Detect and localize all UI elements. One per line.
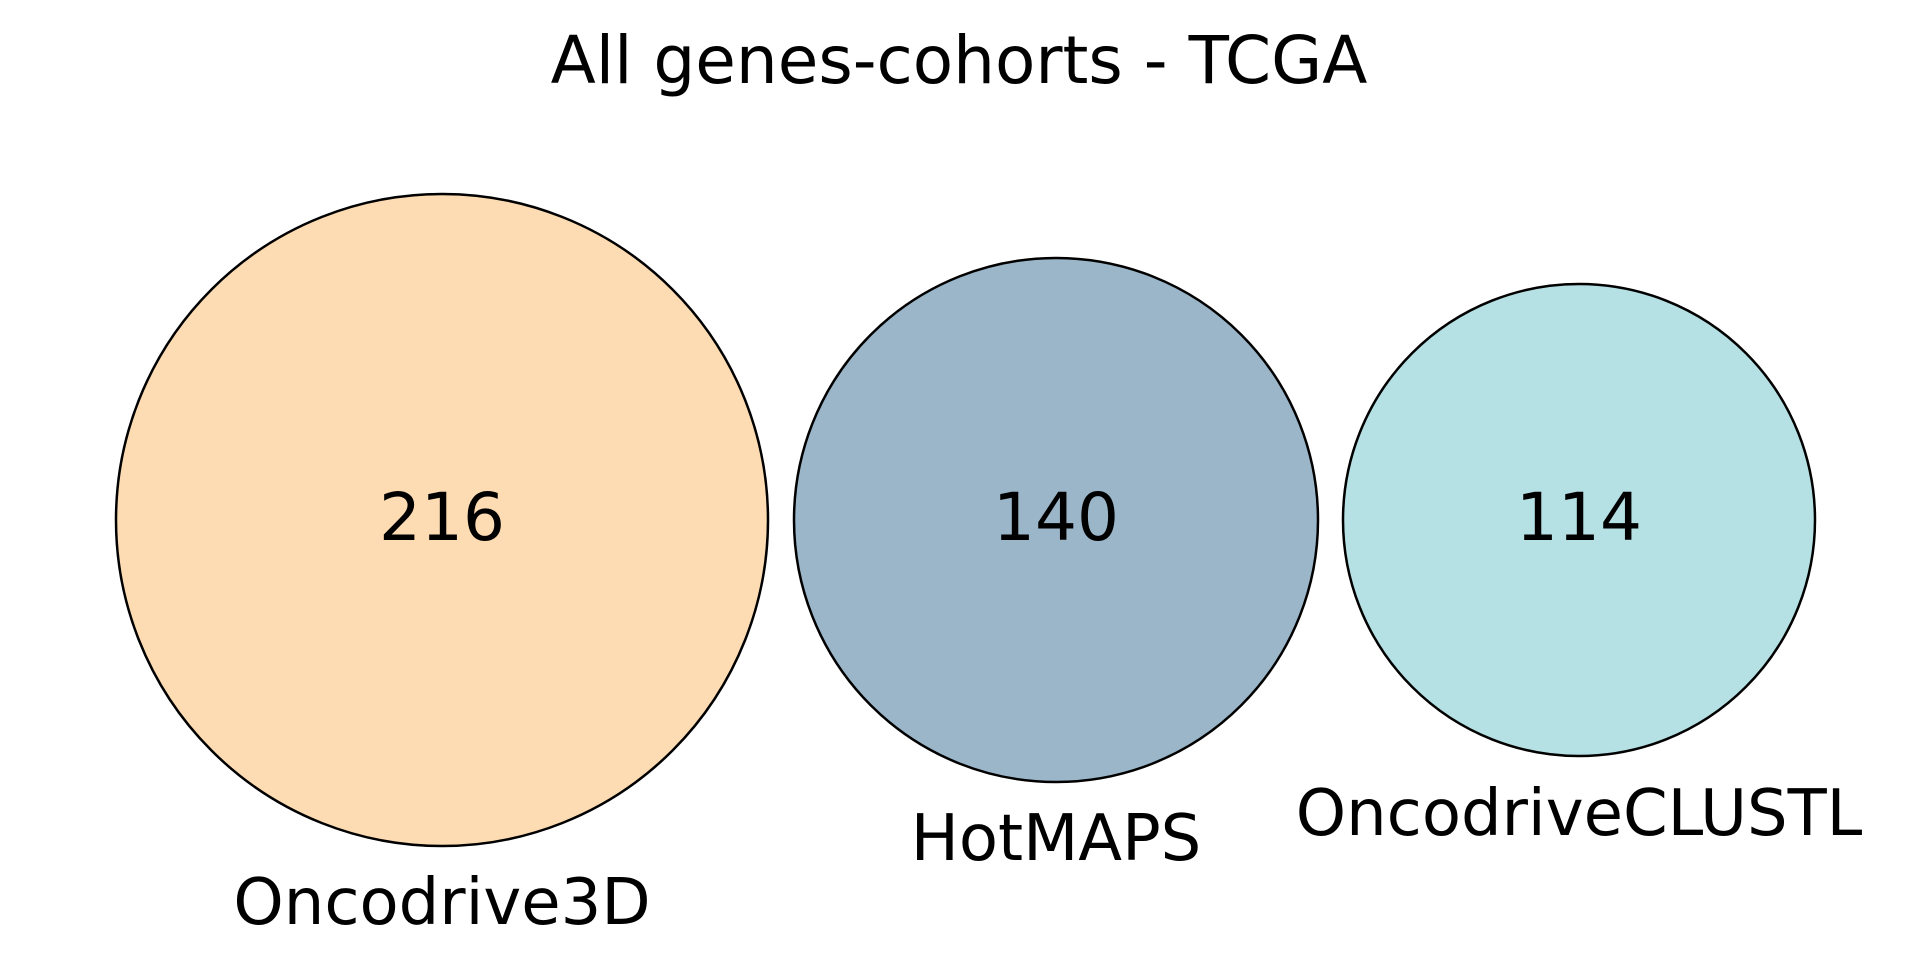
count-hotmaps: 140: [993, 479, 1119, 556]
circle-oncodriveclustl: [1341, 282, 1817, 758]
set-oncodriveclustl: 114 OncodriveCLUSTL: [1296, 282, 1863, 851]
count-oncodriveclustl: 114: [1516, 479, 1642, 556]
set-oncodrive3d: 216 Oncodrive3D: [114, 192, 770, 940]
circle-hotmaps: [792, 256, 1320, 784]
count-oncodrive3d: 216: [379, 479, 505, 556]
set-hotmaps: 140 HotMAPS: [792, 256, 1320, 876]
chart-title: All genes-cohorts - TCGA: [551, 22, 1368, 99]
circle-oncodrive3d: [114, 192, 770, 848]
label-hotmaps: HotMAPS: [911, 802, 1202, 876]
label-oncodriveclustl: OncodriveCLUSTL: [1296, 777, 1863, 851]
label-oncodrive3d: Oncodrive3D: [233, 866, 650, 940]
